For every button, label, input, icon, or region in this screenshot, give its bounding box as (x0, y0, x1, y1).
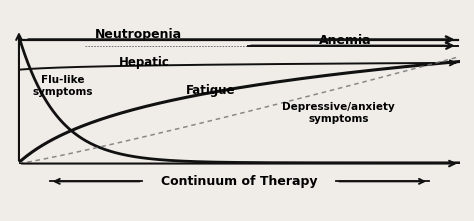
Text: Flu-like
symptoms: Flu-like symptoms (33, 75, 93, 97)
Text: Hepatic: Hepatic (119, 56, 170, 69)
Text: Continuum of Therapy: Continuum of Therapy (161, 175, 318, 188)
Text: Anemia: Anemia (319, 34, 372, 48)
Text: Neutropenia: Neutropenia (94, 28, 182, 41)
Text: Fatigue: Fatigue (186, 84, 236, 97)
Text: Depressive/anxiety
symptoms: Depressive/anxiety symptoms (282, 102, 395, 124)
